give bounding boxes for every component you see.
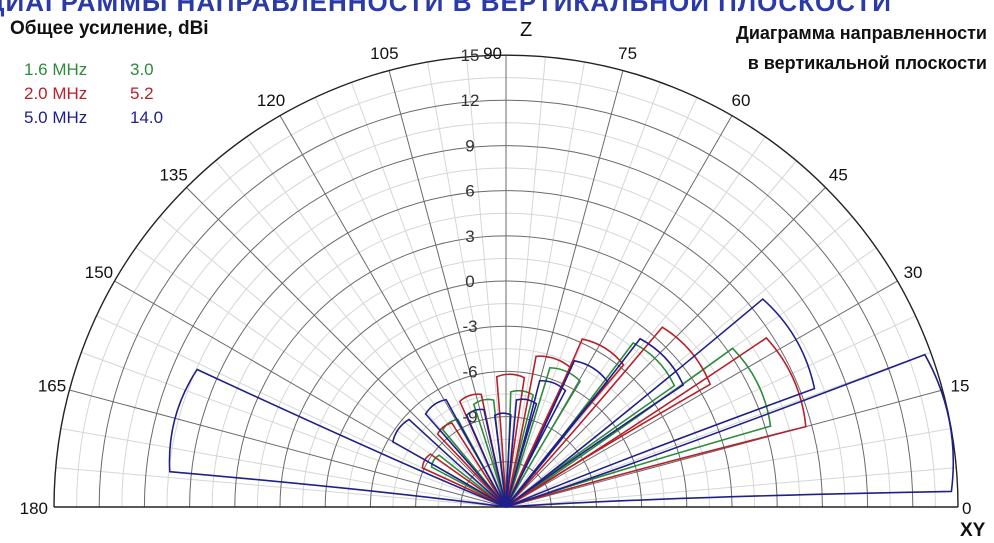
pattern-lobes bbox=[168, 298, 955, 508]
legend-frequency: 5.0 MHz bbox=[24, 108, 88, 127]
gain-tick-label: 0 bbox=[465, 272, 474, 291]
angle-tick-label: 60 bbox=[732, 91, 751, 110]
legend: 1.6 MHz 3.0 2.0 MHz 5.2 5.0 MHz 14.0 bbox=[24, 58, 190, 130]
diagram-title-line2: в вертикальной плоскости bbox=[747, 53, 987, 73]
legend-entry: 1.6 MHz 3.0 bbox=[24, 58, 190, 82]
legend-entry: 5.0 MHz 14.0 bbox=[24, 106, 190, 130]
gain-ring bbox=[98, 99, 914, 508]
lobe bbox=[495, 373, 526, 508]
polar-grid bbox=[53, 54, 959, 508]
gain-ring bbox=[279, 280, 733, 508]
gain-tick-label: 6 bbox=[465, 182, 474, 201]
gain-tick-label: -3 bbox=[462, 317, 477, 336]
lobe bbox=[505, 353, 955, 508]
lobe bbox=[505, 359, 609, 508]
lobe bbox=[424, 398, 507, 508]
xy-axis-label: XY bbox=[960, 520, 986, 541]
angle-tick-label: 150 bbox=[85, 263, 113, 282]
lobe bbox=[493, 412, 512, 508]
gain-ring bbox=[324, 325, 688, 508]
gain-tick-label: -6 bbox=[462, 362, 477, 381]
lobe bbox=[168, 368, 507, 508]
gain-ring bbox=[234, 235, 778, 508]
lobe bbox=[505, 366, 582, 508]
angle-tick-label: 165 bbox=[38, 376, 66, 395]
gain-tick-label: 3 bbox=[465, 227, 474, 246]
lobe bbox=[505, 337, 685, 508]
legend-frequency: 1.6 MHz bbox=[24, 60, 88, 79]
legend-gain: 5.2 bbox=[130, 84, 154, 103]
axis-labels: 0 15 30 45 60 75 90 105 120 135 150 165 180 -9 -6 -3 0 3 6… bbox=[20, 44, 972, 518]
gain-title: Общее усиление, dBi bbox=[10, 18, 209, 39]
gain-ring bbox=[143, 144, 869, 508]
angle-tick-label: 120 bbox=[257, 91, 285, 110]
lobe bbox=[465, 408, 507, 508]
angle-tick-label: 0 bbox=[962, 499, 971, 518]
gain-tick-label: 9 bbox=[465, 136, 474, 155]
legend-frequency: 2.0 MHz bbox=[24, 84, 88, 103]
gain-ring bbox=[415, 416, 597, 508]
angle-tick-label: 135 bbox=[159, 166, 187, 185]
angle-tick-label: 90 bbox=[483, 44, 502, 63]
z-axis-label: Z bbox=[520, 19, 532, 41]
gain-ring bbox=[189, 190, 823, 508]
gain-ring bbox=[369, 370, 643, 508]
diagram-title-line1: Диаграмма направленности bbox=[736, 23, 987, 43]
angle-tick-label: 75 bbox=[618, 44, 637, 63]
angle-tick-label: 30 bbox=[904, 263, 923, 282]
lobe bbox=[505, 326, 712, 508]
gain-ring bbox=[53, 54, 959, 508]
lobe bbox=[505, 355, 572, 508]
diagram-title: Диаграмма направленности в вертикальной … bbox=[736, 18, 987, 78]
lobe bbox=[436, 422, 507, 508]
legend-entry: 2.0 MHz 5.2 bbox=[24, 82, 190, 106]
legend-gain: 3.0 bbox=[130, 60, 154, 79]
lobe bbox=[430, 454, 507, 508]
gain-tick-label: -9 bbox=[462, 408, 477, 427]
angle-tick-label: 15 bbox=[951, 376, 970, 395]
angle-tick-label: 105 bbox=[370, 44, 398, 63]
legend-gain: 14.0 bbox=[130, 108, 164, 127]
gain-tick-label: 15 bbox=[461, 46, 480, 65]
lobe bbox=[505, 298, 816, 508]
angle-tick-label: 45 bbox=[829, 166, 848, 185]
lobe bbox=[505, 398, 538, 508]
banner-title: ДИАГРАММЫ НАПРАВЛЕННОСТИ В ВЕРТИКАЛЬНОЙ … bbox=[0, 0, 892, 17]
angle-tick-label: 180 bbox=[20, 499, 48, 518]
lobe bbox=[505, 347, 772, 508]
gain-tick-label: 12 bbox=[461, 91, 480, 110]
lobe bbox=[505, 336, 807, 508]
lobe bbox=[391, 418, 507, 508]
